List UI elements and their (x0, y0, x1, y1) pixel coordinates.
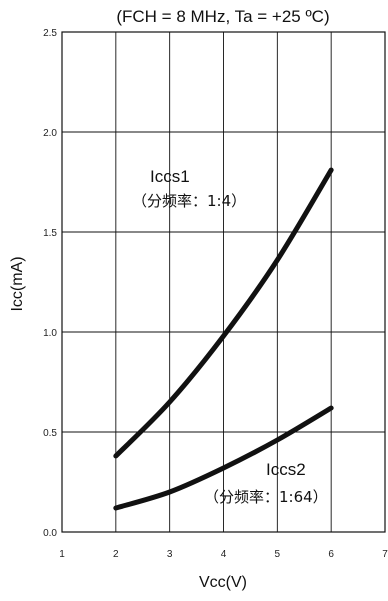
x-axis-label: Vcc(V) (199, 574, 247, 591)
series-annotation-iccs1: （分频率：1:4） (132, 192, 246, 210)
x-tick-label-1: 2 (113, 549, 119, 560)
y-tick-label-1: 0.5 (43, 428, 57, 439)
series-lines (113, 167, 334, 511)
x-tick-label-4: 5 (275, 549, 281, 560)
x-tick-label-3: 4 (221, 549, 227, 560)
series-annotation-iccs2: （分频率：1:64） (204, 488, 328, 506)
tick-labels: 1 2 3 4 5 6 7 0.0 0.5 1.0 1.5 2.0 2.5 (43, 28, 388, 560)
y-tick-label-3: 1.5 (43, 228, 57, 239)
series-label-iccs1: Iccs1 (150, 167, 190, 186)
x-tick-label-2: 3 (167, 549, 173, 560)
y-tick-label-4: 2.0 (43, 128, 57, 139)
y-tick-label-5: 2.5 (43, 28, 57, 39)
series-line-iccs2 (113, 405, 334, 511)
x-tick-label-6: 7 (382, 549, 388, 560)
grid-lines (61, 31, 386, 533)
x-tick-label-0: 1 (59, 549, 65, 560)
y-tick-label-2: 1.0 (43, 328, 57, 339)
y-tick-label-0: 0.0 (43, 528, 57, 539)
series-line-iccs1 (113, 167, 334, 459)
y-axis-label: Icc(mA) (9, 256, 26, 311)
chart-title: (FCH = 8 MHz, Ta = +25 ºC) (116, 7, 329, 26)
x-tick-label-5: 6 (328, 549, 334, 560)
plot-frame (61, 31, 386, 533)
series-label-iccs2: Iccs2 (266, 460, 306, 479)
